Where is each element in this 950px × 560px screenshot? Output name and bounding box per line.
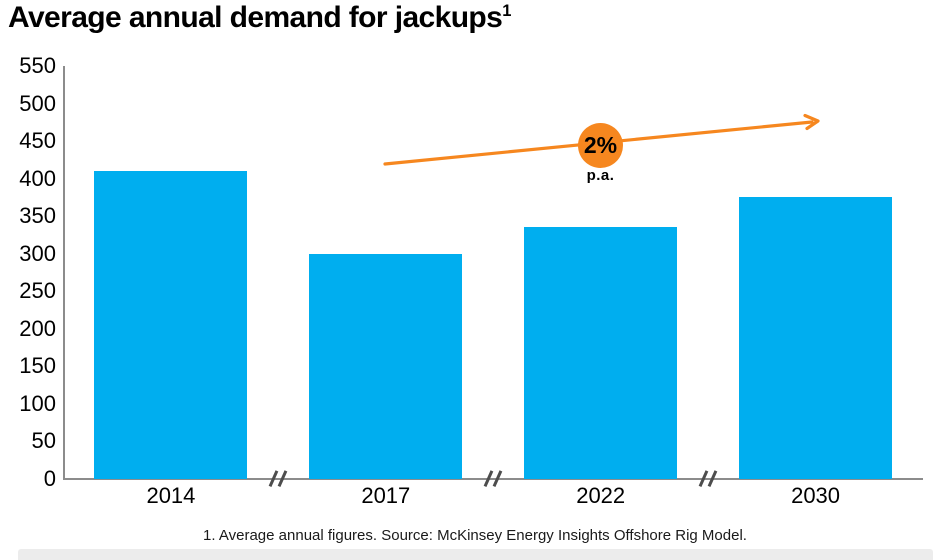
y-tick-label: 200 [19,315,56,341]
y-tick-label: 450 [19,128,56,153]
growth-rate-badge: 2% [578,123,623,168]
y-tick-label: 400 [19,165,56,191]
y-tick-label: 550 [19,53,56,78]
y-tick-label: 50 [31,428,56,453]
bar-2030 [739,197,893,479]
y-tick-label: 350 [19,203,56,228]
growth-rate-value: 2% [583,132,618,158]
y-tick-label: 0 [43,465,56,491]
chart-title-text: Average annual demand for jackups [8,1,503,34]
chart-title-footnote-marker: 1 [502,2,511,20]
bar-2017 [309,253,463,479]
x-tick-label: 2022 [576,483,626,508]
bar-2022 [524,227,678,479]
x-tick-label: 2030 [791,483,841,508]
y-tick-label: 500 [19,90,56,116]
y-axis-line [63,66,65,479]
chart-title: Average annual demand for jackups1 [8,1,511,35]
x-axis-line [63,478,923,480]
bar-2014 [94,171,248,479]
bottom-strip [18,549,933,560]
x-tick-label: 2017 [361,483,411,508]
growth-rate-unit: p.a. [586,167,615,184]
y-tick-label: 250 [19,278,56,303]
y-tick-label: 150 [19,353,56,378]
x-tick-label: 2014 [146,483,196,508]
y-tick-label: 100 [19,390,56,416]
footnote: 1. Average annual figures. Source: McKin… [203,527,747,544]
y-tick-label: 300 [19,240,56,266]
